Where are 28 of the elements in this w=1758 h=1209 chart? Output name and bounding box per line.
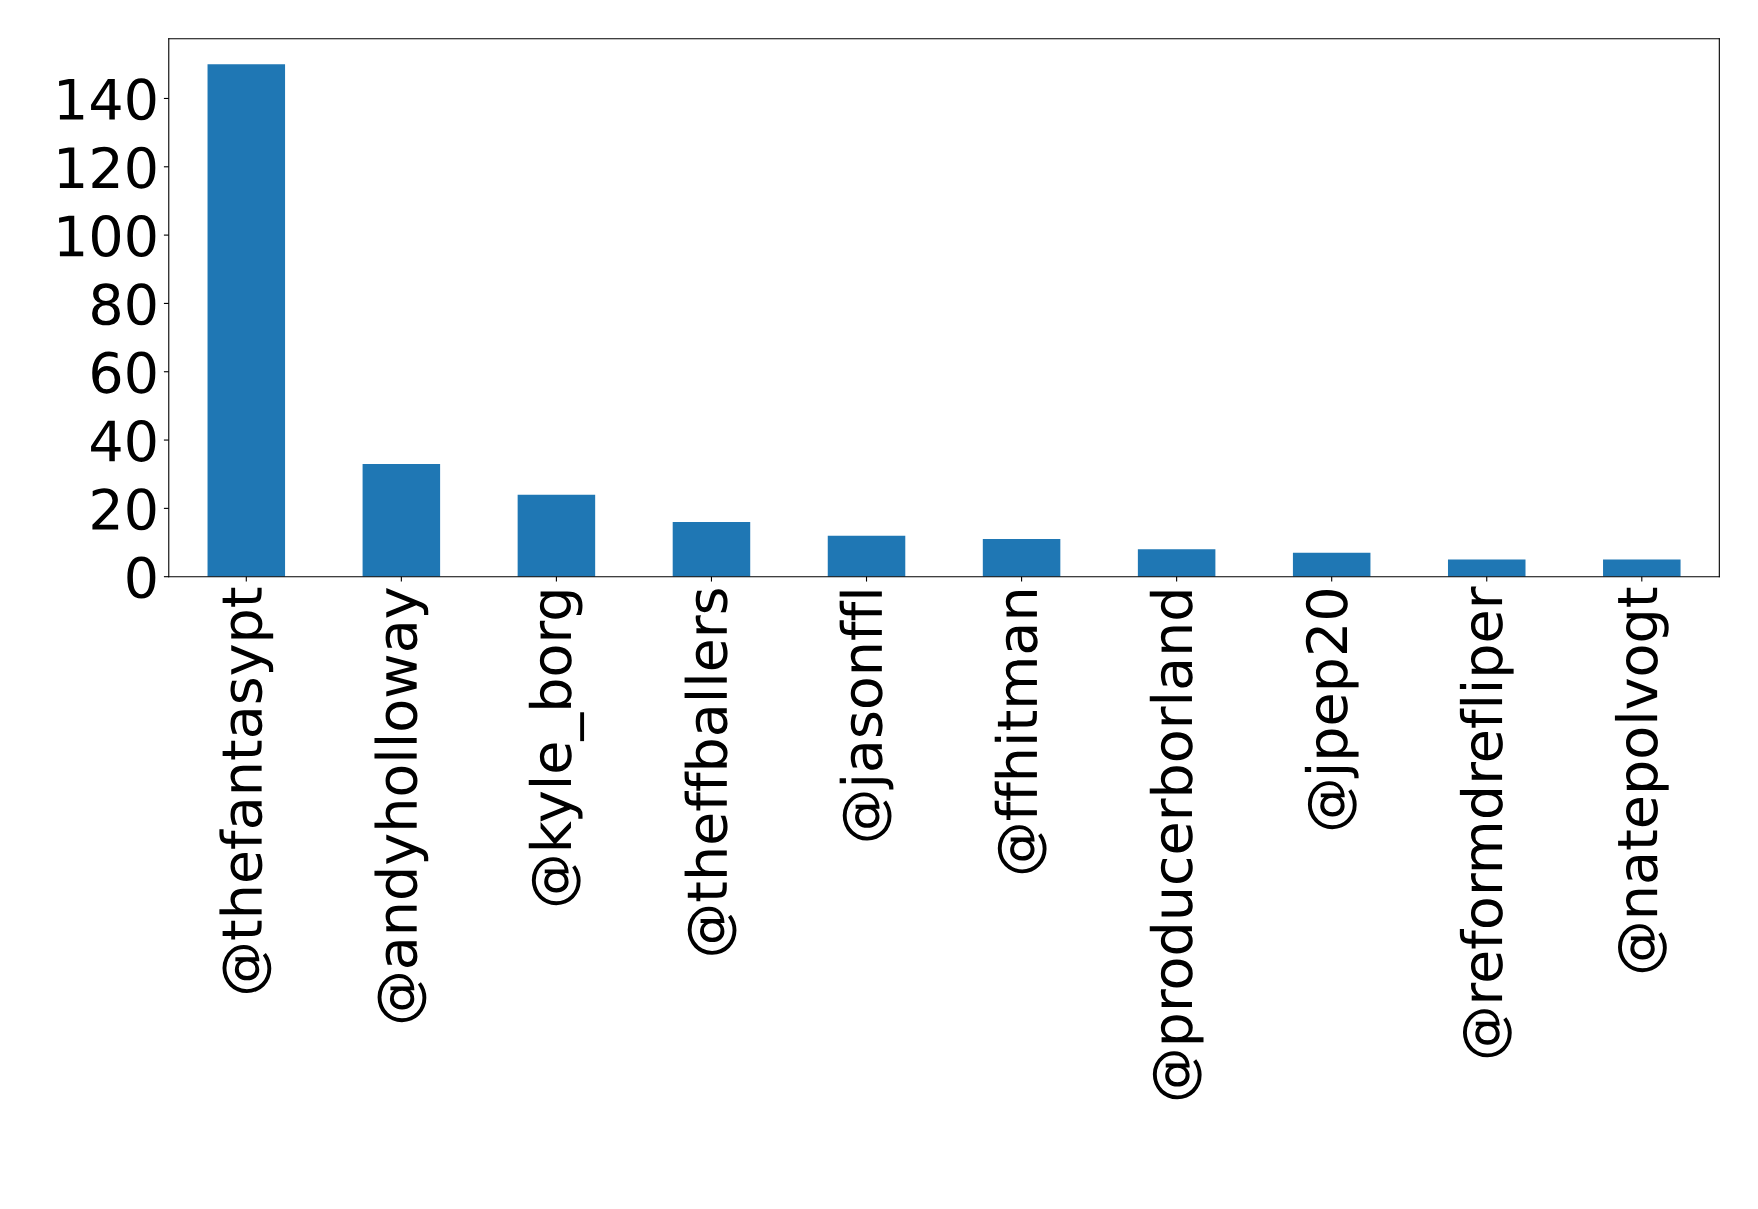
bar xyxy=(1603,559,1681,577)
x-tick-label: @reformdrefliper xyxy=(1459,586,1514,1058)
x-tick-label: @ffhitman xyxy=(994,591,1047,874)
bar xyxy=(982,539,1061,577)
y-tick-label: 100 xyxy=(59,214,156,257)
y-tick-label: 120 xyxy=(59,146,156,189)
bar xyxy=(207,64,286,577)
x-tick-label: @jpep20 xyxy=(1304,590,1359,830)
y-tick-label: 140 xyxy=(59,78,156,121)
bar xyxy=(672,522,751,577)
x-tick-label: @producerborland xyxy=(1149,591,1204,1100)
y-tick-label: 20 xyxy=(92,488,156,531)
bar xyxy=(362,463,441,577)
bar xyxy=(827,535,906,577)
x-tick-label: @theffballers xyxy=(684,589,737,955)
y-tick-label: 60 xyxy=(92,351,156,394)
x-tick-label: @andyholloway xyxy=(374,588,429,1023)
bar xyxy=(517,494,596,577)
x-tick-label: @kyle_borg xyxy=(528,591,585,906)
y-tick-label: 80 xyxy=(92,283,156,326)
bar xyxy=(1292,552,1371,577)
bar xyxy=(1137,549,1216,577)
y-tick-label: 40 xyxy=(91,419,156,462)
x-tick-label: @natepolvogt xyxy=(1614,587,1669,973)
bar xyxy=(1447,559,1526,577)
x-tick-label: @jasonffl xyxy=(839,591,894,841)
x-tick-label: @thefantasypt xyxy=(219,587,274,993)
y-tick-label: 0 xyxy=(127,556,156,599)
